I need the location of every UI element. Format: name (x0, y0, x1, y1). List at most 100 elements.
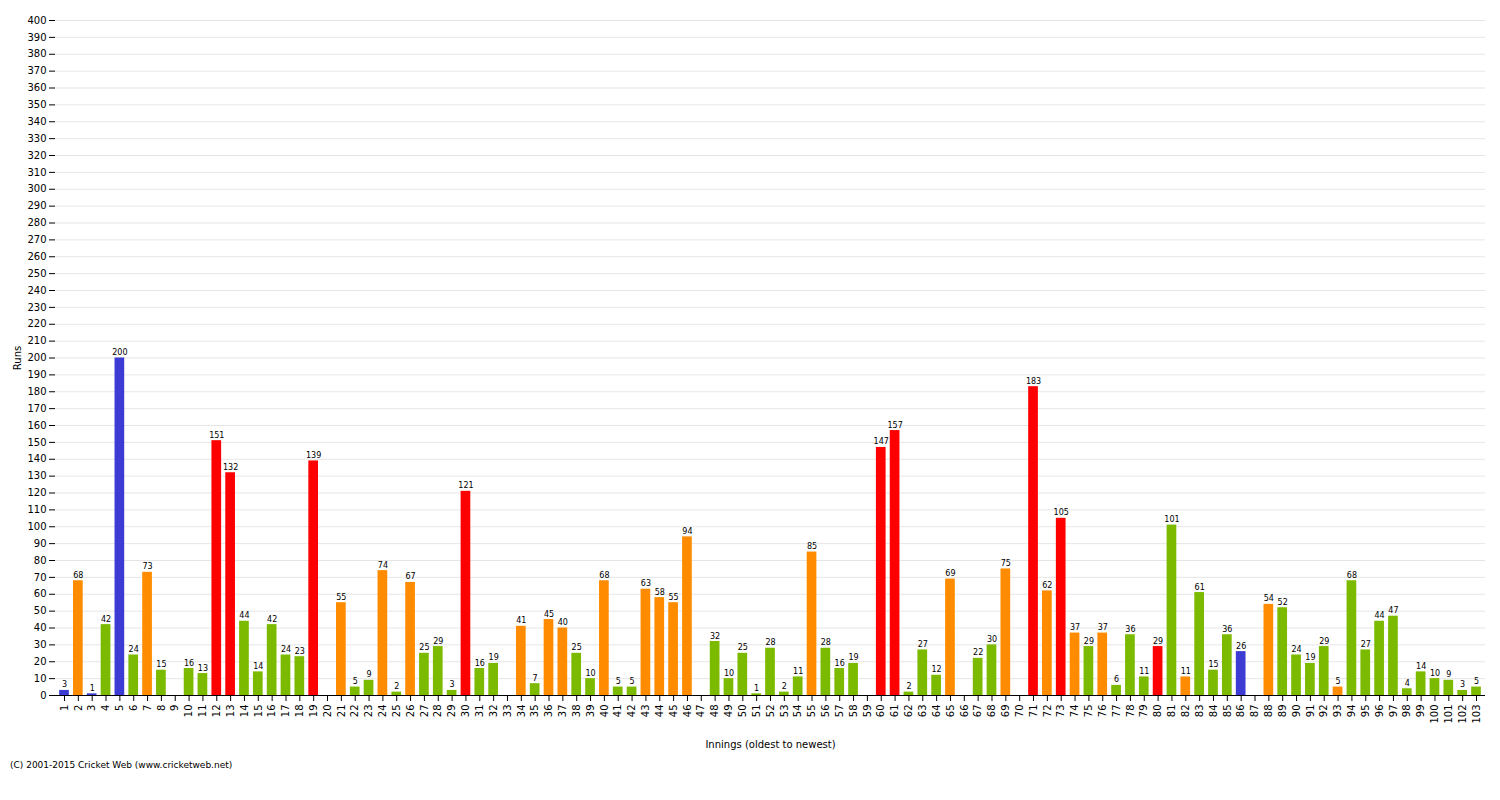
svg-text:170: 170 (27, 403, 46, 414)
svg-text:260: 260 (27, 251, 46, 262)
svg-text:139: 139 (306, 451, 321, 460)
svg-text:16: 16 (835, 659, 845, 668)
svg-text:3: 3 (1460, 680, 1465, 689)
svg-text:96: 96 (1374, 705, 1385, 718)
svg-text:51: 51 (751, 705, 762, 718)
svg-text:80: 80 (34, 555, 47, 566)
svg-text:100: 100 (27, 521, 46, 532)
svg-text:200: 200 (27, 352, 46, 363)
svg-text:102: 102 (1457, 705, 1468, 724)
svg-text:29: 29 (433, 637, 443, 646)
svg-text:15: 15 (1208, 660, 1218, 669)
svg-text:14: 14 (253, 662, 263, 671)
svg-text:93: 93 (1332, 705, 1343, 718)
svg-text:28: 28 (821, 638, 831, 647)
svg-text:9: 9 (1446, 670, 1451, 679)
svg-text:52: 52 (765, 705, 776, 718)
svg-text:42: 42 (267, 615, 277, 624)
svg-text:0: 0 (40, 690, 46, 701)
svg-text:310: 310 (27, 167, 46, 178)
svg-text:17: 17 (280, 705, 291, 718)
svg-text:49: 49 (723, 705, 734, 718)
svg-text:62: 62 (1042, 581, 1052, 590)
svg-text:36: 36 (543, 705, 554, 718)
svg-text:7: 7 (533, 674, 538, 683)
svg-text:151: 151 (209, 431, 224, 440)
svg-text:88: 88 (1263, 705, 1274, 718)
svg-text:200: 200 (112, 348, 127, 357)
svg-text:23: 23 (363, 705, 374, 718)
svg-text:42: 42 (626, 705, 637, 718)
svg-text:70: 70 (34, 572, 47, 583)
svg-text:157: 157 (887, 421, 902, 430)
svg-text:10: 10 (585, 669, 595, 678)
svg-text:36: 36 (1222, 625, 1232, 634)
svg-text:210: 210 (27, 335, 46, 346)
svg-text:80: 80 (1152, 705, 1163, 718)
svg-text:39: 39 (585, 705, 596, 718)
svg-text:28: 28 (765, 638, 775, 647)
svg-text:28: 28 (432, 705, 443, 718)
svg-text:85: 85 (807, 542, 817, 551)
svg-text:25: 25 (419, 643, 429, 652)
svg-text:19: 19 (308, 705, 319, 718)
svg-text:2: 2 (394, 682, 399, 691)
svg-text:10: 10 (183, 705, 194, 718)
svg-text:150: 150 (27, 437, 46, 448)
svg-text:98: 98 (1401, 705, 1412, 718)
svg-text:16: 16 (184, 659, 194, 668)
svg-text:66: 66 (959, 705, 970, 718)
svg-text:90: 90 (34, 538, 47, 549)
svg-text:24: 24 (281, 645, 291, 654)
svg-text:25: 25 (738, 643, 748, 652)
svg-text:78: 78 (1125, 705, 1136, 718)
svg-text:13: 13 (225, 705, 236, 718)
svg-text:54: 54 (792, 705, 803, 718)
svg-text:11: 11 (1139, 667, 1149, 676)
svg-text:37: 37 (557, 705, 568, 718)
svg-text:63: 63 (641, 579, 651, 588)
svg-text:68: 68 (73, 571, 83, 580)
svg-text:320: 320 (27, 150, 46, 161)
svg-text:75: 75 (1083, 705, 1094, 718)
svg-text:74: 74 (1069, 705, 1080, 718)
svg-text:380: 380 (27, 48, 46, 59)
svg-text:Runs: Runs (12, 346, 23, 370)
svg-text:37: 37 (1098, 623, 1108, 632)
svg-text:84: 84 (1208, 705, 1219, 718)
svg-text:25: 25 (391, 705, 402, 718)
svg-text:53: 53 (779, 705, 790, 718)
svg-text:27: 27 (419, 705, 430, 718)
svg-text:38: 38 (571, 705, 582, 718)
svg-text:47: 47 (1388, 606, 1398, 615)
svg-text:89: 89 (1277, 705, 1288, 718)
svg-text:74: 74 (378, 561, 388, 570)
svg-text:60: 60 (34, 588, 47, 599)
svg-text:105: 105 (1054, 508, 1069, 517)
svg-text:12: 12 (211, 705, 222, 718)
svg-text:13: 13 (198, 664, 208, 673)
svg-text:180: 180 (27, 386, 46, 397)
svg-text:1: 1 (59, 705, 70, 711)
svg-text:20: 20 (34, 656, 47, 667)
svg-text:61: 61 (889, 705, 900, 718)
svg-text:10: 10 (724, 669, 734, 678)
svg-text:75: 75 (1001, 559, 1011, 568)
svg-text:130: 130 (27, 470, 46, 481)
svg-text:24: 24 (1291, 645, 1301, 654)
svg-text:11: 11 (197, 705, 208, 718)
svg-text:55: 55 (806, 705, 817, 718)
svg-text:101: 101 (1443, 705, 1454, 724)
svg-text:2: 2 (782, 682, 787, 691)
svg-text:24: 24 (129, 645, 139, 654)
svg-text:45: 45 (544, 610, 554, 619)
svg-text:250: 250 (27, 268, 46, 279)
svg-text:30: 30 (987, 635, 997, 644)
svg-text:44: 44 (654, 705, 665, 718)
svg-text:370: 370 (27, 65, 46, 76)
svg-text:330: 330 (27, 133, 46, 144)
svg-text:1: 1 (90, 684, 95, 693)
svg-text:55: 55 (669, 593, 679, 602)
svg-text:21: 21 (336, 705, 347, 718)
svg-text:68: 68 (599, 571, 609, 580)
